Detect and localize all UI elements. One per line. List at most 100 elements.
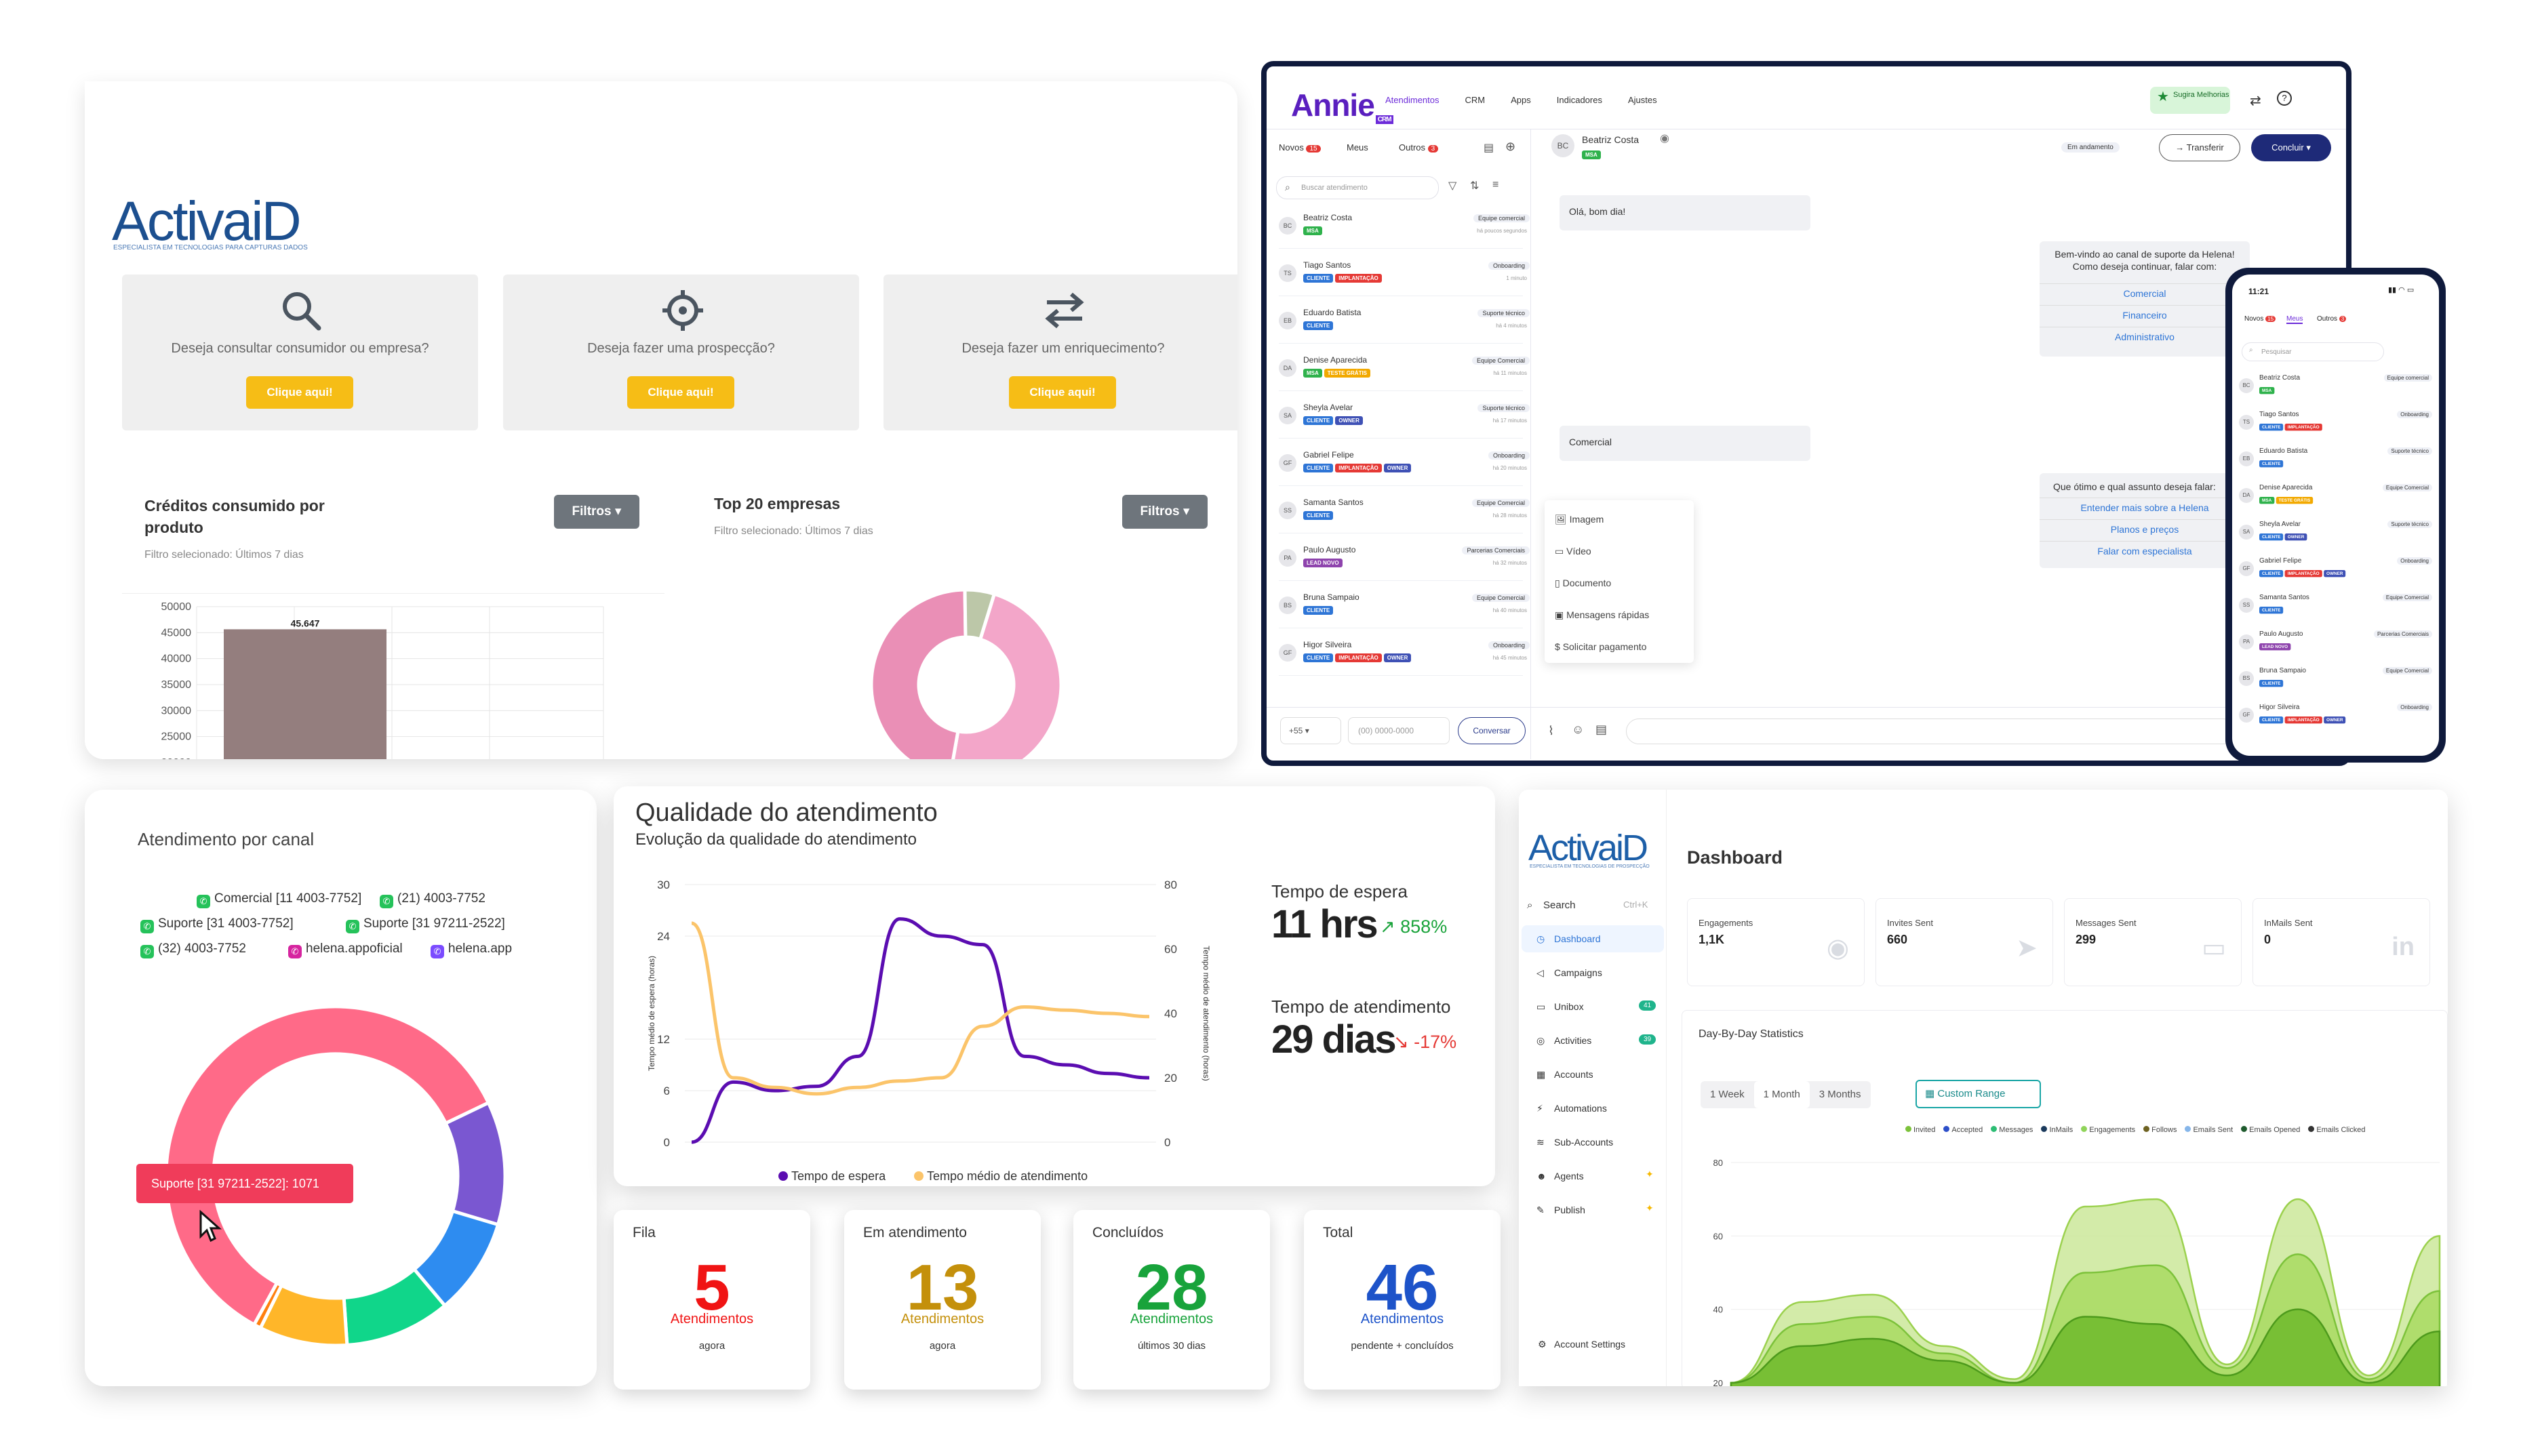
nav-apps[interactable]: Apps <box>1511 95 1531 105</box>
legend-item[interactable]: ✆ helena.app <box>431 942 512 958</box>
contact-tag: IMPLANTAÇÃO <box>2284 570 2322 578</box>
tab-meus[interactable]: Meus <box>1347 142 1368 153</box>
sidebar-item-automations[interactable]: ⚡ Automations <box>1536 1103 1607 1114</box>
contact-row[interactable]: DA Denise Aparecida MSA TESTE GRÁTIS Equipe … <box>1279 355 1530 391</box>
range-1-month[interactable]: 1 Month <box>1753 1081 1810 1108</box>
mobile-tab-meus[interactable]: Meus <box>2286 315 2303 324</box>
conclude-button[interactable]: Concluir ▾ <box>2251 134 2331 161</box>
suggest-button[interactable]: ★ Sugira Melhorias <box>2150 87 2230 114</box>
mobile-tab-novos[interactable]: Novos 15 <box>2244 315 2276 323</box>
sidebar-item-sub-accounts[interactable]: ≋ Sub-Accounts <box>1536 1137 1613 1148</box>
mobile-contact-row[interactable]: GF Higor Silveira CLIENTE IMPLANTAÇÃO OWNER O… <box>2239 702 2432 736</box>
converse-button[interactable]: Conversar <box>1458 717 1526 744</box>
mobile-tab-outros[interactable]: Outros 3 <box>2317 315 2347 323</box>
mobile-search[interactable]: ⌕ Pesquisar <box>2242 342 2384 361</box>
sidebar-search[interactable]: ⌕ Search Ctrl+K <box>1527 899 1648 911</box>
legend-item[interactable]: Emails Clicked <box>2308 1126 2366 1134</box>
paperclip-icon[interactable]: ⌇ <box>1548 724 1554 737</box>
contact-row[interactable]: GF Higor Silveira CLIENTE IMPLANTAÇÃO OWNER O… <box>1279 640 1530 676</box>
legend-item[interactable]: ✆ helena.appoficial <box>288 942 403 958</box>
mobile-contact-row[interactable]: SA Sheyla Avelar CLIENTE OWNER Suporte técni… <box>2239 519 2432 553</box>
legend-item[interactable]: Engagements <box>2081 1126 2135 1134</box>
top20-filter-button[interactable]: Filtros ▾ <box>1122 495 1208 529</box>
attach-quick-messages[interactable]: ▣ Mensagens rápidas <box>1555 609 1650 620</box>
mobile-contact-row[interactable]: DA Denise Aparecida MSA TESTE GRÁTIS Equipe … <box>2239 483 2432 517</box>
credits-filter-button[interactable]: Filtros ▾ <box>554 495 639 529</box>
contact-row[interactable]: GF Gabriel Felipe CLIENTE IMPLANTAÇÃO OWNER O… <box>1279 450 1530 486</box>
mobile-contact-row[interactable]: BC Beatriz Costa MSA Equipe comercial <box>2239 373 2432 407</box>
attach-payment[interactable]: $ Solicitar pagamento <box>1555 641 1647 652</box>
legend-item[interactable]: Messages <box>1991 1126 2033 1134</box>
mobile-contact-row[interactable]: TS Tiago Santos CLIENTE IMPLANTAÇÃO Onboardi… <box>2239 409 2432 443</box>
archive-icon[interactable]: ▤ <box>1484 142 1494 154</box>
sidebar-account-settings[interactable]: ⚙ Account Settings <box>1538 1339 1626 1350</box>
mobile-contact-row[interactable]: BS Bruna Sampaio CLIENTE Equipe Comercial <box>2239 666 2432 700</box>
sidebar-item-publish[interactable]: ✎ Publish ✦ <box>1536 1202 1654 1215</box>
sidebar-item-unibox[interactable]: ▭ Unibox 41 <box>1536 1000 1656 1012</box>
sidebar-item-campaigns[interactable]: ◁ Campaigns <box>1536 967 1602 978</box>
range-3-months[interactable]: 3 Months <box>1819 1089 1861 1100</box>
bot-option-comercial[interactable]: Comercial <box>2040 283 2250 299</box>
sidebar-item-dashboard[interactable]: ◷ Dashboard <box>1536 933 1601 944</box>
legend-item[interactable]: ✆ Suporte [31 4003-7752] <box>140 916 294 933</box>
nav-atendimentos[interactable]: Atendimentos <box>1385 95 1440 105</box>
consult-button[interactable]: Clique aqui! <box>246 376 353 409</box>
bot-option-planos[interactable]: Planos e preços <box>2040 519 2250 535</box>
calendar-icon[interactable]: ▤ <box>1595 723 1608 736</box>
emoji-icon[interactable]: ☺ <box>1572 723 1585 736</box>
message-input[interactable] <box>1626 719 2236 744</box>
list-filter-icon[interactable]: ≡ <box>1492 179 1499 190</box>
sort-icon[interactable]: ⇅ <box>1470 180 1480 192</box>
filter-icon[interactable]: ▽ <box>1448 180 1457 192</box>
attach-document[interactable]: ▯ Documento <box>1555 578 1612 588</box>
legend-item[interactable]: ✆ (32) 4003-7752 <box>140 942 246 958</box>
contact-row[interactable]: BC Beatriz Costa MSA Equipe comercial há pou… <box>1279 213 1530 249</box>
contact-row[interactable]: PA Paulo Augusto LEAD NOVO Parcerias Comerc… <box>1279 545 1530 581</box>
contact-row[interactable]: EB Eduardo Batista CLIENTE Suporte técnico h… <box>1279 308 1530 344</box>
mobile-contact-row[interactable]: EB Eduardo Batista CLIENTE Suporte técnico <box>2239 446 2432 480</box>
nav-icon: ◁ <box>1536 967 1544 978</box>
phone-input[interactable]: (00) 0000-0000 <box>1348 717 1450 744</box>
sidebar-item-accounts[interactable]: ▦ Accounts <box>1536 1069 1593 1080</box>
legend-item[interactable]: Accepted <box>1943 1126 1983 1134</box>
add-icon[interactable]: ⊕ <box>1505 140 1516 153</box>
nav-ajustes[interactable]: Ajustes <box>1627 95 1657 105</box>
bot-option-helena[interactable]: Entender mais sobre a Helena <box>2040 498 2250 513</box>
ddi-select[interactable]: +55 ▾ <box>1280 717 1341 744</box>
nav-crm[interactable]: CRM <box>1465 95 1486 105</box>
sidebar-item-activities[interactable]: ◎ Activities 39 <box>1536 1034 1656 1046</box>
bot-option-especialista[interactable]: Falar com especialista <box>2040 541 2250 557</box>
legend-item[interactable]: ✆ Comercial [11 4003-7752] <box>197 891 361 908</box>
legend-item[interactable]: ✆ Suporte [31 97211-2522] <box>346 916 505 933</box>
mobile-contact-row[interactable]: GF Gabriel Felipe CLIENTE IMPLANTAÇÃO OWNER O… <box>2239 556 2432 590</box>
prospect-button[interactable]: Clique aqui! <box>627 376 734 409</box>
bot-option-financeiro[interactable]: Financeiro <box>2040 305 2250 321</box>
contact-row[interactable]: BS Bruna Sampaio CLIENTE Equipe Comercial há… <box>1279 592 1530 628</box>
mobile-contact-row[interactable]: PA Paulo Augusto LEAD NOVO Parcerias Comerc… <box>2239 629 2432 663</box>
enrich-button[interactable]: Clique aqui! <box>1009 376 1116 409</box>
sidebar-item-agents[interactable]: ☻ Agents ✦ <box>1536 1169 1654 1181</box>
tab-novos[interactable]: Novos 15 <box>1279 142 1321 153</box>
legend-item[interactable]: Invited <box>1905 1126 1935 1134</box>
nav-indicadores[interactable]: Indicadores <box>1556 95 1602 105</box>
transfer-button[interactable]: → Transferir <box>2159 134 2240 161</box>
legend-item[interactable]: ✆ (21) 4003-7752 <box>380 891 485 908</box>
legend-item[interactable]: Emails Sent <box>2185 1126 2233 1134</box>
attach-image[interactable]: 🖼 Imagem <box>1555 514 1604 525</box>
attach-video[interactable]: ▭ Vídeo <box>1555 546 1591 557</box>
bot-option-administrativo[interactable]: Administrativo <box>2040 327 2250 342</box>
contact-row[interactable]: SA Sheyla Avelar CLIENTE OWNER Suporte técni… <box>1279 403 1530 439</box>
eye-icon[interactable]: ◉ <box>1660 133 1669 144</box>
contact-row[interactable]: TS Tiago Santos CLIENTE IMPLANTAÇÃO Onboardi… <box>1279 260 1530 296</box>
legend-item[interactable]: InMails <box>2041 1126 2073 1134</box>
tab-outros[interactable]: Outros 3 <box>1399 142 1439 153</box>
range-1-week[interactable]: 1 Week <box>1710 1089 1745 1100</box>
custom-range-button[interactable]: ▦ Custom Range <box>1915 1080 2041 1108</box>
swap-arrows-icon[interactable]: ⇄ <box>2250 94 2261 108</box>
mobile-contact-row[interactable]: SS Samanta Santos CLIENTE Equipe Comercial <box>2239 592 2432 626</box>
contact-row[interactable]: SS Samanta Santos CLIENTE Equipe Comercial h… <box>1279 498 1530 533</box>
legend-item[interactable]: Follows <box>2143 1126 2177 1134</box>
search-field[interactable]: ⌕ Buscar atendimento <box>1276 176 1439 199</box>
help-icon[interactable]: ? <box>2277 91 2292 106</box>
legend-item[interactable]: Emails Opened <box>2241 1126 2300 1134</box>
